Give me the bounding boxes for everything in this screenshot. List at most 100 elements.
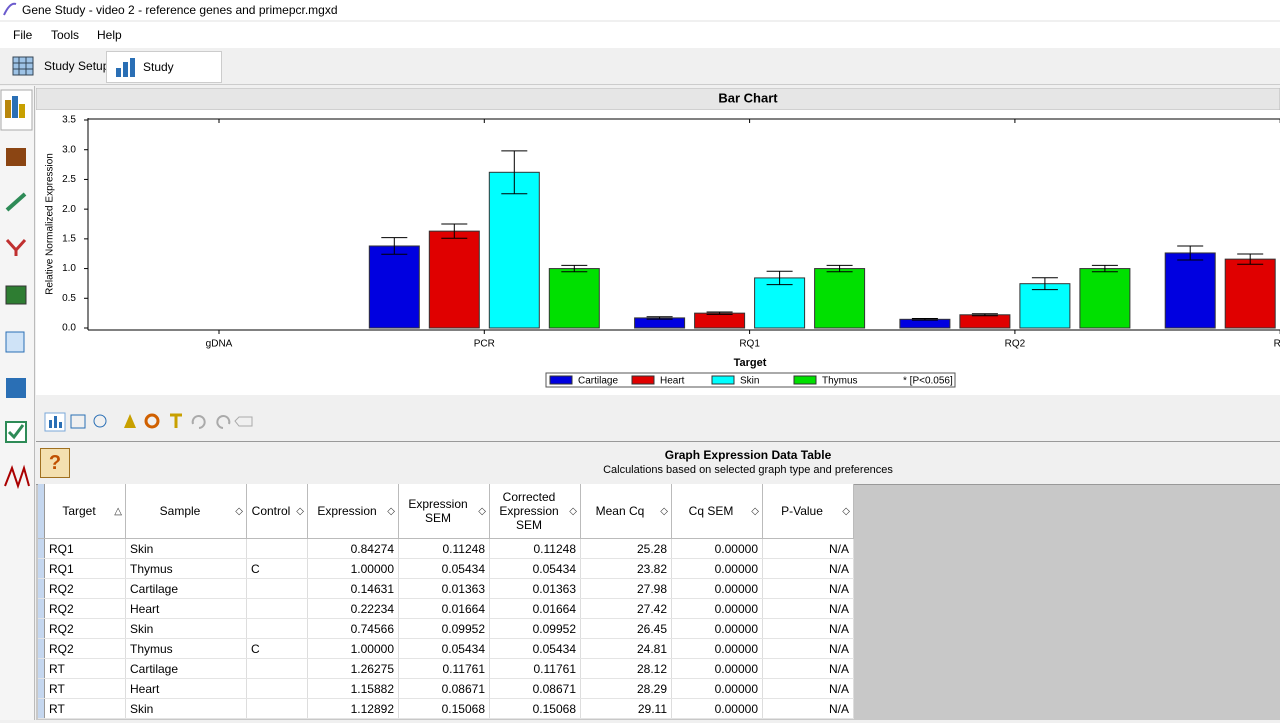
error-bar [706, 311, 733, 315]
column-header-label: Control [251, 504, 291, 518]
table-cell: Thymus [125, 558, 247, 579]
table-cell: 0.05434 [489, 638, 581, 659]
side-toolbar [0, 86, 35, 720]
chart-toolbar [36, 406, 1280, 436]
table-cell: 23.82 [580, 558, 672, 579]
x-tick-label: RT [1274, 339, 1280, 350]
tab-active[interactable]: Study Analysis [106, 51, 222, 104]
table-cell: 0.74566 [307, 618, 399, 639]
table-cell: 0.15068 [489, 698, 581, 719]
column-header-label: Expression SEM [408, 497, 468, 525]
table-cell: 0.00000 [671, 638, 763, 659]
x-tick-label: gDNA [206, 339, 233, 350]
row-header [38, 698, 45, 719]
column-header-label: Cq SEM [688, 504, 734, 518]
table-row[interactable]: RQ2 Cartilage 0.14631 0.01363 0.01363 27.98 0.… [38, 578, 854, 599]
table-row[interactable]: RT Cartilage 1.26275 0.11761 0.11761 28.12 0.0… [38, 658, 854, 679]
error-bar [381, 237, 408, 255]
column-header-label: P-Value [781, 504, 823, 518]
row-header-corner [38, 484, 45, 539]
table-row[interactable]: RQ2 Heart 0.22234 0.01664 0.01664 27.42 0.0000… [38, 598, 854, 619]
table-cell: C [246, 558, 308, 579]
bar [1079, 268, 1131, 329]
y-tick-label: 3.0 [62, 144, 76, 155]
table-cell: 0.11761 [398, 658, 490, 679]
legend-swatch [793, 375, 817, 385]
sort-indicator: ◇ [660, 506, 668, 517]
bar [754, 277, 806, 329]
table-row[interactable]: RQ1 Thymus C 1.00000 0.05434 0.05434 23.82 0.00… [38, 558, 854, 579]
error-bar [501, 150, 528, 195]
row-header [38, 678, 45, 699]
column-header[interactable]: Mean Cq ◇ [580, 484, 672, 539]
column-header-label: Target [62, 504, 96, 518]
table-cell: N/A [762, 638, 854, 659]
table-cell: RQ2 [44, 618, 126, 639]
table-cell: 26.45 [580, 618, 672, 639]
table-row[interactable]: RQ1 Skin 0.84274 0.11248 0.11248 25.28 0.00000… [38, 538, 854, 559]
table-row[interactable]: RQ2 Skin 0.74566 0.09952 0.09952 26.45 0.00000… [38, 618, 854, 639]
table-cell: 0.09952 [489, 618, 581, 639]
help-button[interactable]: ? [40, 448, 70, 478]
bar [959, 314, 1011, 329]
legend-swatch [631, 375, 655, 385]
column-header[interactable]: Target △ [44, 484, 126, 539]
column-header[interactable]: Expression ◇ [307, 484, 399, 539]
column-header[interactable]: P-Value ◇ [762, 484, 854, 539]
table-cell: RQ1 [44, 558, 126, 579]
error-bar [646, 316, 673, 320]
table-cell: N/A [762, 618, 854, 639]
sort-indicator: ◇ [235, 506, 243, 517]
column-header[interactable]: Corrected Expression SEM ◇ [489, 484, 581, 539]
table-cell [246, 618, 308, 639]
row-header [38, 598, 45, 619]
table-cell: C [246, 638, 308, 659]
table-cell: 0.05434 [489, 558, 581, 579]
table-cell [246, 678, 308, 699]
legend-label: Thymus [822, 376, 858, 387]
table-row[interactable]: RT Skin 1.12892 0.15068 0.15068 29.11 0.00000 N… [38, 698, 854, 719]
x-tick-label: PCR [474, 339, 495, 350]
table-cell: 0.05434 [398, 638, 490, 659]
error-bar [1031, 277, 1058, 291]
legend-note: * [P<0.056] [903, 376, 953, 387]
sort-indicator: ◇ [842, 506, 850, 517]
table-row[interactable]: RQ2 Thymus C 1.00000 0.05434 0.05434 24.81 0.00… [38, 638, 854, 659]
table-cell: 28.12 [580, 658, 672, 679]
table-cell: RQ2 [44, 578, 126, 599]
table-cell: Cartilage [125, 658, 247, 679]
bar [428, 230, 480, 329]
table-cell: 0.15068 [398, 698, 490, 719]
table-cell: 1.00000 [307, 638, 399, 659]
table-title: Graph Expression Data Table [664, 448, 832, 462]
column-header-label: Sample [159, 504, 201, 518]
menu-item[interactable]: File [13, 28, 33, 42]
y-tick-label: 0.0 [62, 323, 76, 334]
tab[interactable]: Study Setup [8, 51, 110, 81]
table-cell: 0.11248 [398, 538, 490, 559]
menu-item[interactable]: Tools [51, 28, 80, 42]
table-cell: 0.84274 [307, 538, 399, 559]
table-cell: Thymus [125, 638, 247, 659]
table-cell: Skin [125, 698, 247, 719]
table-cell: 0.11248 [489, 538, 581, 559]
column-header[interactable]: Sample ◇ [125, 484, 247, 539]
table-cell: 0.11761 [489, 658, 581, 679]
table-row[interactable]: RT Heart 1.15882 0.08671 0.08671 28.29 0.00000… [38, 678, 854, 699]
menu-item[interactable]: Help [97, 28, 122, 42]
column-header[interactable]: Control ◇ [246, 484, 308, 539]
error-bar [1091, 264, 1118, 273]
sort-indicator: ◇ [387, 506, 395, 517]
bar [548, 268, 600, 329]
table-cell: 1.12892 [307, 698, 399, 719]
legend-label: Cartilage [578, 376, 618, 387]
column-header[interactable]: Cq SEM ◇ [671, 484, 763, 539]
table-cell: RQ1 [44, 538, 126, 559]
row-header [38, 638, 45, 659]
table-cell: N/A [762, 538, 854, 559]
table-cell: 0.00000 [671, 538, 763, 559]
column-header[interactable]: Expression SEM ◇ [398, 484, 490, 539]
title-bar: Gene Study - video 2 - reference genes a… [0, 0, 1280, 20]
table-cell: 0.00000 [671, 678, 763, 699]
table-cell: RT [44, 678, 126, 699]
